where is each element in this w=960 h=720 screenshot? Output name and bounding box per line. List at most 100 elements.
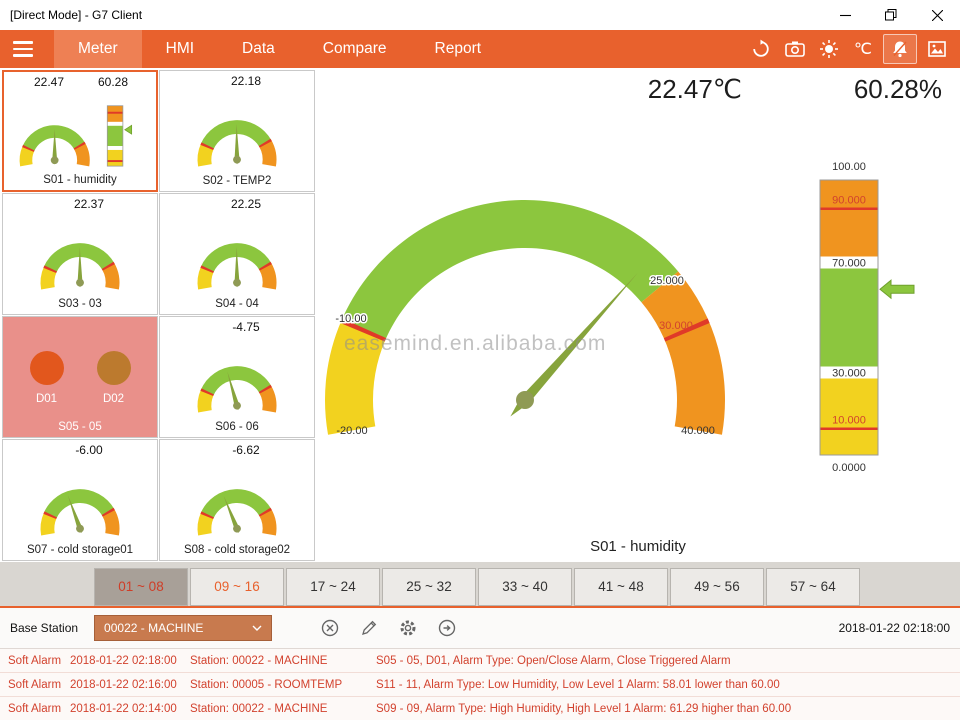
base-station-label: Base Station xyxy=(10,621,79,635)
alarm-severity: Soft Alarm xyxy=(8,678,62,691)
chevron-down-icon xyxy=(252,625,262,631)
svg-text:90.000: 90.000 xyxy=(832,195,866,207)
tile-value: 22.18 xyxy=(230,74,262,88)
tile-value: -4.75 xyxy=(232,320,260,334)
unit-toggle[interactable]: ℃ xyxy=(854,41,872,58)
temperature-reading: 22.47℃ xyxy=(647,74,742,104)
meter-tile-s02[interactable]: 22.18 S02 - TEMP2 xyxy=(159,70,315,192)
meter-tile-s03[interactable]: 22.37 S03 - 03 xyxy=(2,193,158,315)
nav-tab-hmi[interactable]: HMI xyxy=(165,40,195,57)
go-button[interactable] xyxy=(435,616,459,640)
range-tab-17-24[interactable]: 17 ~ 24 xyxy=(286,568,380,606)
alarm-row[interactable]: Soft Alarm 2018-01-22 02:18:00 Station: 00… xyxy=(0,649,960,673)
tile-gauge xyxy=(40,489,120,536)
alarm-time: 2018-01-22 02:18:00 xyxy=(70,654,177,667)
sync-icon[interactable] xyxy=(744,34,778,64)
range-tab-41-48[interactable]: 41 ~ 48 xyxy=(574,568,668,606)
digital-channels: D01 D02 xyxy=(3,351,157,405)
footer-tools xyxy=(318,616,459,640)
gauge-caption: S01 - humidity xyxy=(590,538,686,555)
station-select-value: 00022 - MACHINE xyxy=(104,621,204,635)
accent-divider xyxy=(0,606,960,608)
meter-tile-list: 22.47 60.28 S01 - humidity 22.18 S02 - TEMP2… xyxy=(0,68,316,562)
tile-label: S05 - 05 xyxy=(58,421,102,433)
tile-value: 22.37 xyxy=(73,197,105,211)
meter-tile-s04[interactable]: 22.25 S04 - 04 xyxy=(159,193,315,315)
channel-indicator xyxy=(29,351,64,385)
window-title: [Direct Mode] - G7 Client xyxy=(10,8,143,22)
current-timestamp: 2018-01-22 02:18:00 xyxy=(838,621,950,635)
meter-tile-s06[interactable]: -4.75 S06 - 06 xyxy=(159,316,315,438)
cancel-alarm-button[interactable] xyxy=(318,616,342,640)
footer-bar: Base Station 00022 - MACHINE 2018-01-22 … xyxy=(0,608,960,648)
meter-tile-s07[interactable]: -6.00 S07 - cold storage01 xyxy=(2,439,158,561)
close-icon xyxy=(931,9,943,21)
range-tab-09-16[interactable]: 09 ~ 16 xyxy=(190,568,284,606)
alarm-row[interactable]: Soft Alarm 2018-01-22 02:16:00 Station: 00… xyxy=(0,673,960,697)
tile-value: -6.00 xyxy=(75,443,103,457)
alarm-severity: Soft Alarm xyxy=(8,654,62,667)
nav-tab-meter[interactable]: Meter xyxy=(54,30,142,68)
alarm-severity: Soft Alarm xyxy=(8,702,62,715)
close-button[interactable] xyxy=(914,0,960,30)
svg-text:100.00: 100.00 xyxy=(832,161,866,173)
tile-gauge xyxy=(19,105,133,167)
alarm-bell-icon[interactable] xyxy=(883,34,917,64)
menu-button[interactable] xyxy=(0,30,46,68)
tile-value: 22.25 xyxy=(230,197,262,211)
svg-text:30.000: 30.000 xyxy=(832,368,866,380)
minimize-icon xyxy=(839,14,851,16)
tile-value: 22.47 xyxy=(34,75,65,89)
svg-text:40.000: 40.000 xyxy=(681,425,715,437)
edit-button[interactable] xyxy=(357,616,381,640)
tile-gauge xyxy=(40,243,120,290)
alarm-row[interactable]: Soft Alarm 2018-01-22 02:14:00 Station: 00… xyxy=(0,697,960,720)
nav-tabs: Meter HMI Data Compare Report xyxy=(54,30,505,68)
nav-tab-report[interactable]: Report xyxy=(434,40,482,57)
tile-gauge xyxy=(197,120,277,167)
restore-icon xyxy=(885,9,897,21)
tile-label: S08 - cold storage02 xyxy=(183,544,291,556)
alarm-log: Soft Alarm 2018-01-22 02:18:00 Station: 00… xyxy=(0,648,960,720)
alarm-station: Station: 00022 - MACHINE xyxy=(190,654,328,667)
svg-text:-10.00: -10.00 xyxy=(335,313,366,325)
settings-gear-icon[interactable] xyxy=(396,616,420,640)
brightness-icon[interactable] xyxy=(812,34,846,64)
svg-text:25.000: 25.000 xyxy=(650,275,684,287)
meter-tile-s01[interactable]: 22.47 60.28 S01 - humidity xyxy=(2,70,158,192)
minimize-button[interactable] xyxy=(822,0,868,30)
svg-text:70.000: 70.000 xyxy=(832,258,866,270)
alarm-time: 2018-01-22 02:16:00 xyxy=(70,678,177,691)
tile-label: S01 - humidity xyxy=(43,174,117,186)
tile-gauge xyxy=(197,366,277,413)
range-tab-57-64[interactable]: 57 ~ 64 xyxy=(766,568,860,606)
range-tab-01-08[interactable]: 01 ~ 08 xyxy=(94,568,188,606)
main-gauge: -20.00 40.000 -10.00 25.000 30.000 100.00 0.00… xyxy=(325,161,915,474)
snapshot-icon[interactable] xyxy=(920,34,954,64)
alarm-station: Station: 00005 - ROOMTEMP xyxy=(190,678,343,691)
tile-label: S07 - cold storage01 xyxy=(26,544,134,556)
range-tab-49-56[interactable]: 49 ~ 56 xyxy=(670,568,764,606)
alarm-station: Station: 00022 - MACHINE xyxy=(190,702,328,715)
range-tab-25-32[interactable]: 25 ~ 32 xyxy=(382,568,476,606)
tile-label: S02 - TEMP2 xyxy=(202,175,272,187)
camera-icon[interactable] xyxy=(778,34,812,64)
restore-button[interactable] xyxy=(868,0,914,30)
tile-gauge xyxy=(197,243,277,290)
content-area: 22.47 60.28 S01 - humidity 22.18 S02 - TEMP2… xyxy=(0,68,960,562)
window-controls xyxy=(822,0,960,30)
svg-text:10.000: 10.000 xyxy=(832,415,866,427)
main-panel: 22.47℃ 60.28% -20.00 40.000 -10.00 25.000 30… xyxy=(316,68,960,562)
nav-tab-data[interactable]: Data xyxy=(242,40,275,57)
meter-tile-s08[interactable]: -6.62 S08 - cold storage02 xyxy=(159,439,315,561)
meter-tile-s05[interactable]: D01 D02 S05 - 05 xyxy=(2,316,158,438)
alarm-message: S11 - 11, Alarm Type: Low Humidity, Low … xyxy=(376,678,780,691)
nav-tab-compare[interactable]: Compare xyxy=(322,40,387,57)
title-bar: [Direct Mode] - G7 Client xyxy=(0,0,960,30)
svg-text:30.000: 30.000 xyxy=(659,320,693,332)
alarm-message: S09 - 09, Alarm Type: High Humidity, Hig… xyxy=(376,702,792,715)
range-tab-33-40[interactable]: 33 ~ 40 xyxy=(478,568,572,606)
station-select[interactable]: 00022 - MACHINE xyxy=(94,615,273,641)
svg-text:-20.00: -20.00 xyxy=(336,425,367,437)
